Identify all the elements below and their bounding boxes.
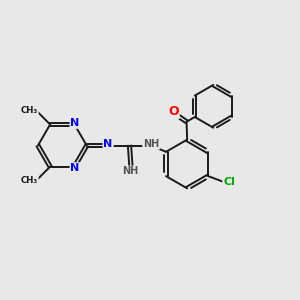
Text: N: N: [103, 139, 113, 149]
Text: CH₃: CH₃: [21, 106, 38, 115]
Text: N: N: [70, 118, 80, 128]
Text: N: N: [70, 163, 80, 173]
Text: Cl: Cl: [223, 176, 235, 187]
Text: CH₃: CH₃: [21, 176, 38, 185]
Text: O: O: [168, 105, 179, 118]
Text: NH: NH: [143, 139, 159, 149]
Text: NH: NH: [122, 167, 139, 176]
